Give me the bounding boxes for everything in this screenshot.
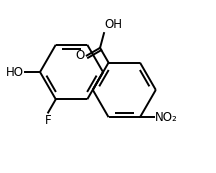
Text: NO₂: NO₂ xyxy=(154,111,177,124)
Text: OH: OH xyxy=(105,18,123,31)
Text: F: F xyxy=(45,114,51,127)
Text: HO: HO xyxy=(6,66,24,79)
Text: O: O xyxy=(75,49,85,62)
